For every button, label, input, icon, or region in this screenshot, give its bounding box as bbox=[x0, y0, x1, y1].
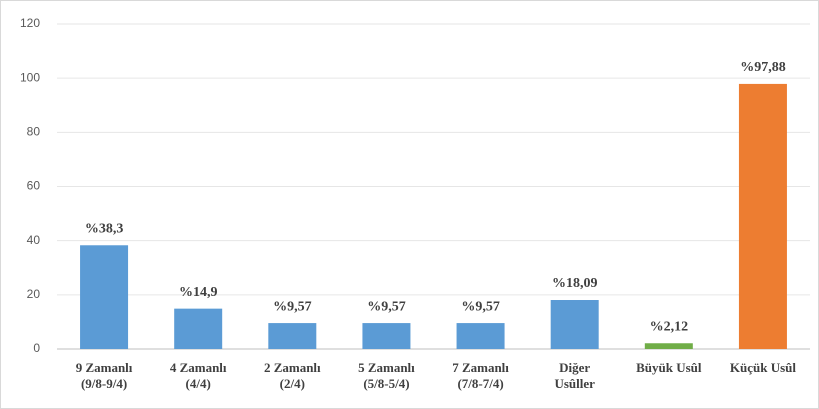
bar bbox=[738, 83, 787, 350]
x-tick-label: 4 Zamanlı bbox=[170, 360, 227, 375]
bar bbox=[268, 323, 317, 349]
data-label: %9,57 bbox=[367, 299, 406, 314]
data-label: %38,3 bbox=[85, 221, 124, 236]
x-tick-label: (7/8-7/4) bbox=[457, 376, 503, 391]
y-tick-label: 80 bbox=[27, 125, 41, 139]
x-tick-label: Küçük Usûl bbox=[730, 360, 796, 375]
bar bbox=[80, 245, 129, 349]
x-tick-label: Usûller bbox=[554, 376, 595, 391]
bar bbox=[362, 323, 411, 349]
y-tick-label: 20 bbox=[27, 287, 41, 301]
data-label: %18,09 bbox=[552, 276, 598, 291]
x-tick-label: (4/4) bbox=[186, 376, 211, 391]
data-label: %14,9 bbox=[179, 285, 218, 300]
x-tick-label: Büyük Usûl bbox=[636, 360, 702, 375]
y-tick-label: 60 bbox=[27, 179, 41, 193]
x-tick-label: Diğer bbox=[559, 360, 590, 375]
x-tick-label: 2 Zamanlı bbox=[264, 360, 321, 375]
y-tick-label: 100 bbox=[20, 70, 40, 84]
data-label: %9,57 bbox=[273, 299, 312, 314]
bar bbox=[174, 308, 223, 349]
data-label: %9,57 bbox=[461, 299, 500, 314]
x-tick-label: (2/4) bbox=[280, 376, 305, 391]
x-tick-label: 7 Zamanlı bbox=[452, 360, 509, 375]
x-tick-label: (9/8-9/4) bbox=[81, 376, 127, 391]
y-tick-label: 0 bbox=[33, 341, 40, 355]
x-tick-label: 5 Zamanlı bbox=[358, 360, 415, 375]
x-tick-label: 9 Zamanlı bbox=[76, 360, 133, 375]
bar bbox=[456, 323, 505, 349]
bar bbox=[550, 300, 599, 349]
data-label: %97,88 bbox=[740, 60, 786, 75]
y-tick-label: 40 bbox=[27, 233, 41, 247]
x-tick-label: (5/8-5/4) bbox=[363, 376, 409, 391]
y-tick-label: 120 bbox=[20, 16, 40, 30]
data-label: %2,12 bbox=[650, 319, 689, 334]
bar bbox=[644, 343, 693, 349]
